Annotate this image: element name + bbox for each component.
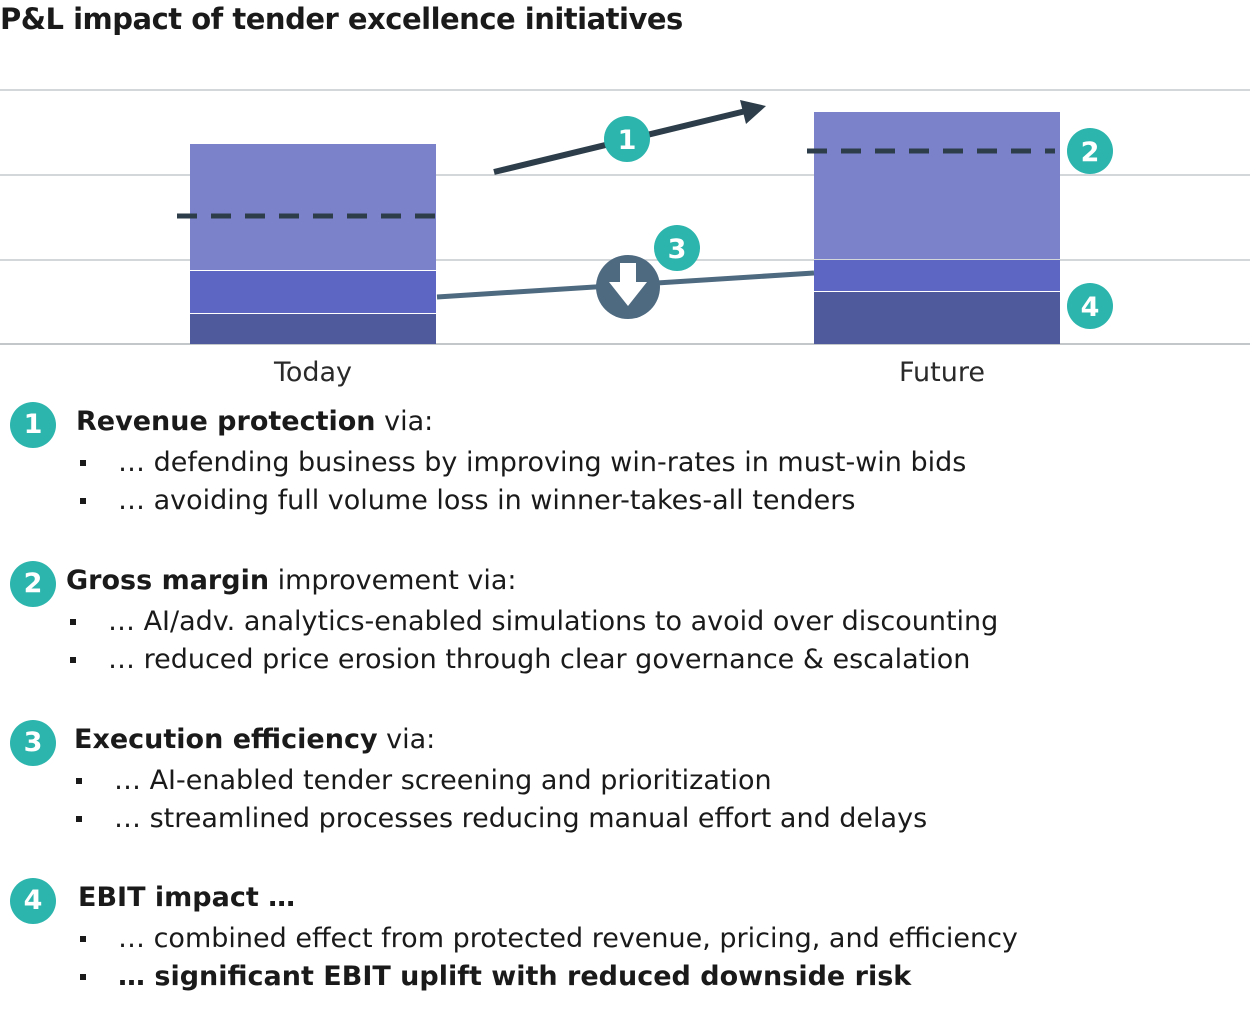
initiative-1-bold: Revenue protection xyxy=(76,406,376,437)
bar-future-revenue-segment xyxy=(814,112,1060,259)
initiative-3-bullets: … AI-enabled tender screening and priori… xyxy=(76,762,927,838)
bullet-item: … reduced price erosion through clear go… xyxy=(70,641,998,679)
number-badge-2: 2 xyxy=(10,561,56,607)
bar-future-ebit-segment xyxy=(814,292,1060,344)
bar-future xyxy=(814,112,1060,344)
initiative-3-rest: via: xyxy=(377,724,436,755)
chart-marker-1: 1 xyxy=(604,116,650,162)
bullet-item-emphasis: … significant EBIT uplift with reduced d… xyxy=(80,958,1018,996)
page-title: P&L impact of tender excellence initiati… xyxy=(0,2,683,36)
initiative-2-bold: Gross margin xyxy=(66,565,270,596)
bullet-item: … defending business by improving win-ra… xyxy=(80,444,966,482)
number-badge-4: 4 xyxy=(10,878,56,924)
chart-marker-2-label: 2 xyxy=(1081,137,1100,168)
bar-today-cost-segment xyxy=(190,271,436,313)
initiative-2-bullets: … AI/adv. analytics-enabled simulations … xyxy=(70,603,998,679)
initiative-4-bullets: … combined effect from protected revenue… xyxy=(80,920,1018,996)
pl-impact-chart: 1 2 3 4 Today Future xyxy=(0,89,1250,388)
number-badge-3: 3 xyxy=(10,720,56,766)
chart-marker-3-label: 3 xyxy=(668,234,687,265)
chart-marker-4-label: 4 xyxy=(1081,292,1100,323)
bullet-item: … combined effect from protected revenue… xyxy=(80,920,1018,958)
number-badge-1: 1 xyxy=(10,402,56,448)
bullet-item: … avoiding full volume loss in winner-ta… xyxy=(80,482,966,520)
initiative-1-bullets: … defending business by improving win-ra… xyxy=(80,444,966,520)
chart-marker-1-label: 1 xyxy=(618,125,637,156)
initiative-4-bold: EBIT impact … xyxy=(78,882,296,913)
initiative-2-rest: improvement via: xyxy=(269,565,517,596)
category-label-today: Today xyxy=(273,357,352,388)
revenue-growth-arrowhead-icon xyxy=(740,100,766,124)
bullet-item: … AI-enabled tender screening and priori… xyxy=(76,762,927,800)
bar-today-revenue-segment xyxy=(190,144,436,270)
bar-future-cost-segment xyxy=(814,260,1060,291)
bar-today-ebit-segment xyxy=(190,314,436,344)
initiative-2-heading: Gross margin improvement via: xyxy=(66,565,517,596)
bar-today xyxy=(190,144,436,344)
chart-marker-3: 3 xyxy=(654,225,700,271)
category-label-future: Future xyxy=(899,357,985,388)
initiative-4-heading: EBIT impact … xyxy=(78,882,295,913)
initiative-3-bold: Execution efficiency xyxy=(74,724,378,755)
bullet-item: … streamlined processes reducing manual … xyxy=(76,800,927,838)
initiative-1-heading: Revenue protection via: xyxy=(76,406,433,437)
initiative-3-heading: Execution efficiency via: xyxy=(74,724,435,755)
chart-marker-2: 2 xyxy=(1067,128,1113,174)
bullet-item: … AI/adv. analytics-enabled simulations … xyxy=(70,603,998,641)
chart-marker-4: 4 xyxy=(1067,283,1113,329)
initiative-1-rest: via: xyxy=(375,406,434,437)
down-arrow-icon xyxy=(596,255,660,319)
